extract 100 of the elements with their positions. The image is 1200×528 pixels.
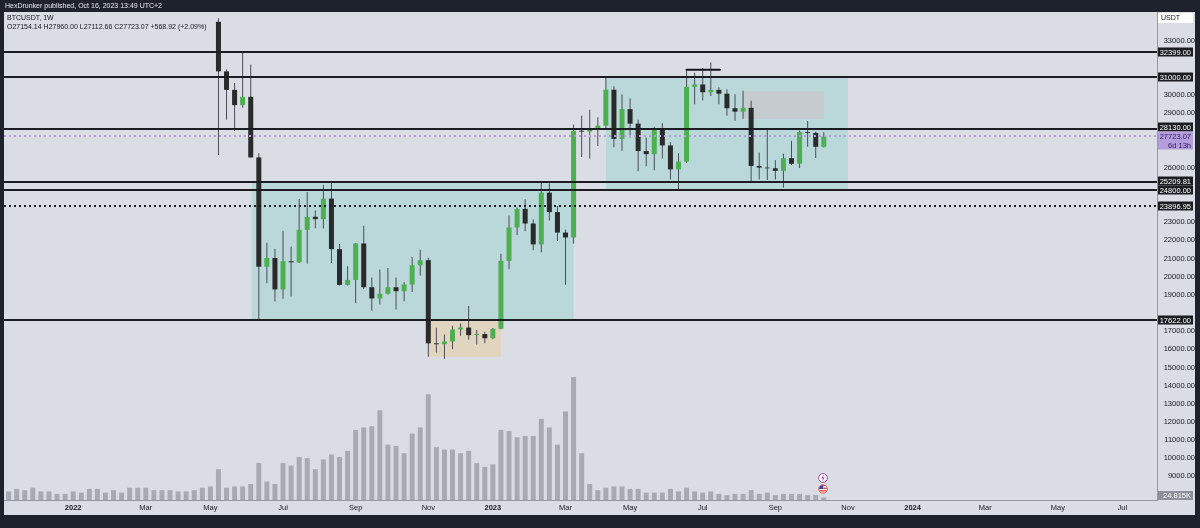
bar bbox=[764, 492, 770, 500]
bar bbox=[111, 490, 117, 500]
bar bbox=[579, 453, 585, 500]
bar bbox=[312, 469, 318, 500]
bar bbox=[554, 444, 560, 500]
bar bbox=[571, 377, 577, 500]
bar bbox=[458, 453, 464, 500]
bar bbox=[635, 488, 641, 500]
bar bbox=[199, 487, 205, 500]
bar bbox=[345, 450, 351, 500]
bar bbox=[86, 488, 92, 500]
bar bbox=[433, 447, 439, 500]
bar bbox=[490, 464, 496, 500]
bar bbox=[756, 493, 762, 500]
bar bbox=[256, 463, 262, 500]
bar bbox=[369, 426, 375, 500]
bar bbox=[538, 418, 544, 500]
bar bbox=[54, 493, 60, 500]
bar bbox=[700, 492, 706, 500]
bar bbox=[748, 490, 754, 500]
bar bbox=[466, 450, 472, 500]
candlestick bbox=[288, 246, 294, 297]
bar bbox=[514, 437, 520, 500]
bar bbox=[692, 491, 698, 500]
bar bbox=[482, 466, 488, 500]
bar bbox=[732, 493, 738, 500]
bar bbox=[304, 458, 310, 500]
bar bbox=[441, 449, 447, 500]
candlestick bbox=[643, 137, 649, 167]
bar bbox=[506, 431, 512, 500]
bar bbox=[667, 488, 673, 500]
bar bbox=[46, 491, 52, 500]
bar bbox=[151, 490, 157, 500]
bar bbox=[272, 484, 278, 500]
bar bbox=[627, 488, 633, 500]
bar bbox=[522, 436, 528, 500]
bar bbox=[232, 486, 238, 500]
bar bbox=[288, 465, 294, 500]
bar bbox=[789, 493, 794, 500]
bar bbox=[240, 486, 246, 500]
bar bbox=[191, 490, 197, 500]
bar bbox=[684, 487, 690, 500]
bar bbox=[94, 488, 100, 500]
candlestick bbox=[756, 152, 762, 180]
bar bbox=[320, 459, 326, 500]
bar bbox=[450, 449, 456, 500]
bar bbox=[127, 487, 133, 500]
bar bbox=[337, 456, 343, 500]
bar bbox=[102, 492, 108, 500]
bar bbox=[385, 444, 391, 500]
bar bbox=[119, 492, 125, 500]
candlestick bbox=[579, 115, 585, 157]
bar bbox=[772, 495, 778, 500]
bar bbox=[207, 486, 213, 500]
bar bbox=[361, 427, 367, 500]
bar bbox=[401, 453, 407, 500]
bar bbox=[740, 493, 746, 500]
bar bbox=[716, 493, 722, 500]
bar bbox=[264, 481, 270, 500]
bar bbox=[643, 492, 649, 500]
candlestick bbox=[433, 327, 439, 353]
bar bbox=[248, 484, 254, 500]
bar bbox=[224, 487, 230, 500]
bar bbox=[215, 469, 221, 500]
candlestick bbox=[474, 330, 480, 345]
bar bbox=[708, 491, 714, 500]
bar bbox=[70, 491, 76, 500]
bar bbox=[167, 490, 173, 500]
bar bbox=[377, 410, 383, 500]
bar bbox=[813, 495, 819, 500]
bar bbox=[353, 429, 359, 500]
bar bbox=[530, 436, 536, 500]
bar bbox=[183, 491, 189, 500]
bar bbox=[22, 490, 28, 500]
bar bbox=[546, 427, 552, 500]
bar bbox=[611, 486, 617, 500]
bar bbox=[498, 429, 504, 500]
bar bbox=[587, 484, 593, 500]
bar bbox=[62, 493, 68, 500]
bar bbox=[595, 490, 601, 500]
bar bbox=[393, 445, 399, 500]
bar bbox=[159, 490, 165, 500]
bar bbox=[143, 487, 149, 500]
bar bbox=[78, 492, 84, 500]
bar bbox=[724, 495, 730, 500]
bar bbox=[328, 454, 334, 500]
bar bbox=[280, 463, 286, 500]
bar bbox=[659, 492, 665, 500]
bar bbox=[14, 488, 20, 500]
bar bbox=[603, 487, 609, 500]
bar bbox=[474, 463, 480, 500]
bar bbox=[417, 427, 423, 500]
bar bbox=[425, 394, 431, 500]
bar bbox=[296, 456, 302, 500]
bar bbox=[676, 491, 682, 500]
bar bbox=[38, 491, 44, 500]
bar bbox=[409, 433, 415, 500]
bar bbox=[651, 492, 657, 500]
bar bbox=[797, 493, 803, 500]
bar bbox=[6, 491, 12, 500]
